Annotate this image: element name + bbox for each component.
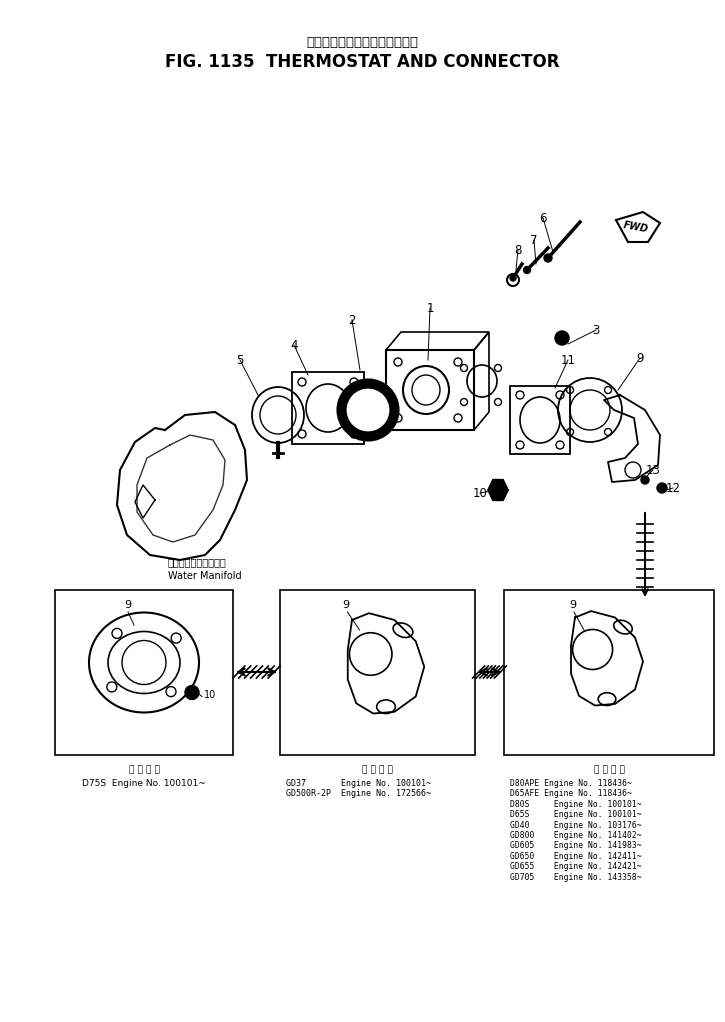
Text: 13: 13 xyxy=(645,464,660,476)
Bar xyxy=(504,590,714,755)
Circle shape xyxy=(348,390,388,430)
Polygon shape xyxy=(488,479,508,501)
Text: 7: 7 xyxy=(530,233,538,246)
Circle shape xyxy=(185,686,199,699)
Bar xyxy=(55,590,233,755)
Circle shape xyxy=(555,331,569,345)
Text: 9: 9 xyxy=(637,352,644,365)
Text: 4: 4 xyxy=(290,338,298,352)
Text: 6: 6 xyxy=(539,212,547,225)
Text: FIG. 1135  THERMOSTAT AND CONNECTOR: FIG. 1135 THERMOSTAT AND CONNECTOR xyxy=(165,53,559,71)
Circle shape xyxy=(544,254,552,262)
Text: 12: 12 xyxy=(666,481,681,495)
Text: 3: 3 xyxy=(592,324,600,336)
Text: Water Manifold: Water Manifold xyxy=(168,571,241,580)
Circle shape xyxy=(523,267,531,274)
Text: 9: 9 xyxy=(342,600,349,610)
Circle shape xyxy=(657,483,667,493)
Text: 5: 5 xyxy=(236,354,244,367)
Text: 1: 1 xyxy=(426,301,434,315)
Text: FWD: FWD xyxy=(623,220,650,234)
Bar xyxy=(280,590,475,755)
Text: サーモスタットおよびコネクタ: サーモスタットおよびコネクタ xyxy=(306,36,418,48)
Text: 10: 10 xyxy=(204,690,216,699)
Text: 9: 9 xyxy=(569,600,576,610)
Text: 10: 10 xyxy=(473,486,487,500)
Text: 適 用 号 機: 適 用 号 機 xyxy=(594,765,624,774)
Text: 11: 11 xyxy=(560,354,576,367)
Text: D75S  Engine No. 100101~: D75S Engine No. 100101~ xyxy=(82,779,206,788)
Text: GD37       Engine No. 100101~
GD500R-2P  Engine No. 172566~: GD37 Engine No. 100101~ GD500R-2P Engine… xyxy=(286,779,431,798)
Bar xyxy=(510,386,570,454)
Text: 適 用 号 機: 適 用 号 機 xyxy=(128,765,160,774)
Text: D80APE Engine No. 118436~
D65AFE Engine No. 118436~
D80S     Engine No. 100101~
: D80APE Engine No. 118436~ D65AFE Engine … xyxy=(510,779,642,882)
Bar xyxy=(292,372,364,444)
Bar xyxy=(386,350,474,430)
Text: 9: 9 xyxy=(124,600,131,610)
Circle shape xyxy=(641,476,649,484)
Text: ウォータマニホールど: ウォータマニホールど xyxy=(168,557,227,567)
Text: 8: 8 xyxy=(514,243,522,257)
Circle shape xyxy=(510,275,516,281)
Text: 適 用 号 機: 適 用 号 機 xyxy=(362,765,393,774)
Text: 2: 2 xyxy=(348,314,356,326)
